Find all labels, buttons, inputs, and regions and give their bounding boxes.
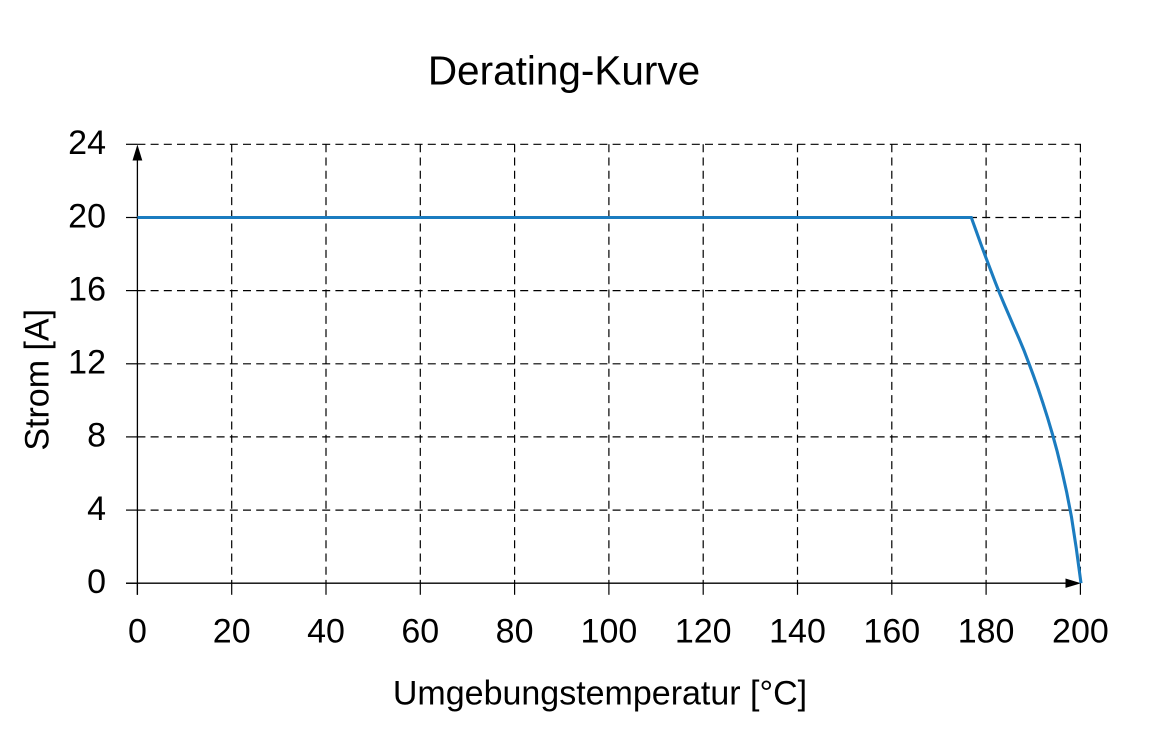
svg-text:180: 180: [958, 613, 1015, 651]
svg-text:Strom [A]: Strom [A]: [18, 309, 56, 451]
svg-text:60: 60: [401, 613, 439, 651]
svg-text:40: 40: [307, 613, 345, 651]
svg-text:0: 0: [128, 613, 147, 651]
svg-text:100: 100: [581, 613, 638, 651]
svg-text:8: 8: [87, 417, 106, 455]
svg-text:12: 12: [68, 344, 106, 382]
svg-text:20: 20: [213, 613, 251, 651]
svg-text:80: 80: [496, 613, 534, 651]
svg-text:20: 20: [68, 197, 106, 235]
svg-text:0: 0: [87, 563, 106, 601]
svg-text:160: 160: [863, 613, 920, 651]
svg-text:Umgebungstemperatur [°C]: Umgebungstemperatur [°C]: [393, 674, 807, 712]
svg-text:4: 4: [87, 490, 106, 528]
svg-text:120: 120: [675, 613, 732, 651]
svg-text:140: 140: [769, 613, 826, 651]
svg-text:16: 16: [68, 270, 106, 308]
svg-text:200: 200: [1052, 613, 1109, 651]
svg-text:24: 24: [68, 124, 106, 162]
svg-text:Derating-Kurve: Derating-Kurve: [428, 48, 700, 94]
